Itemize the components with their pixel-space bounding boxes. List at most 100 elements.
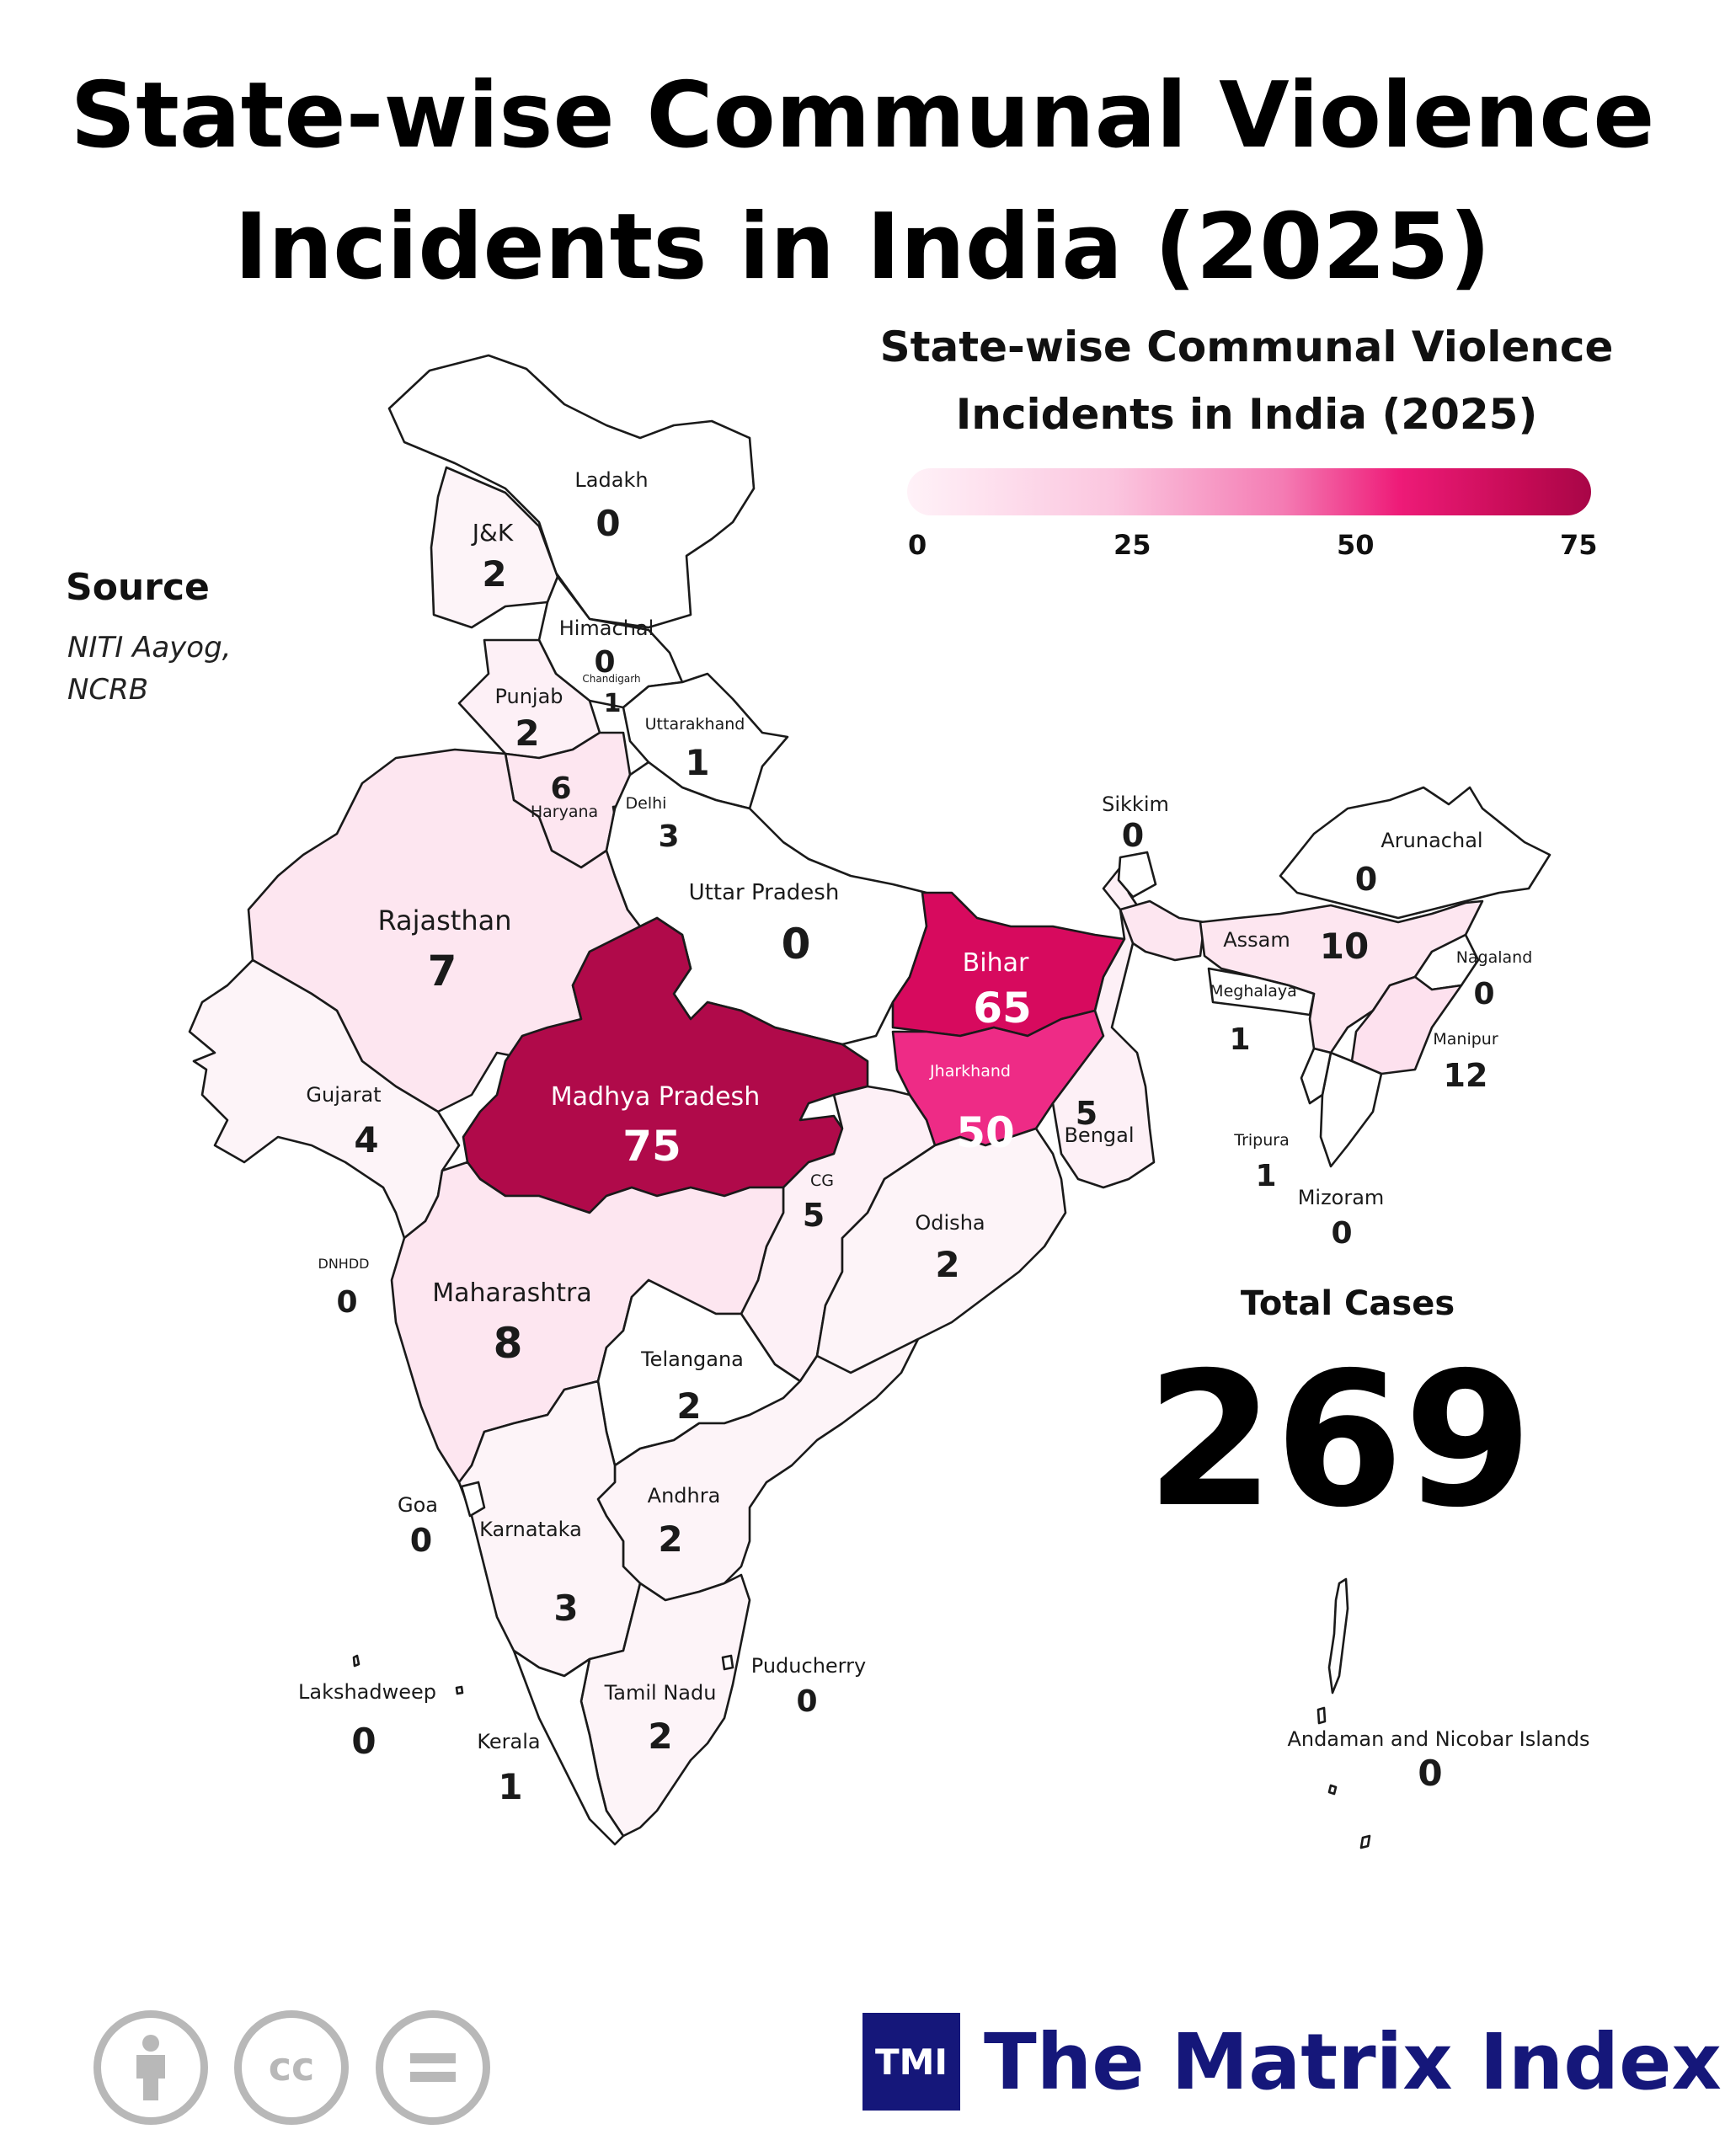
label-punjab: Punjab [494,685,563,708]
value-telangana: 2 [676,1385,701,1427]
total-cases-label: Total Cases [1240,1284,1455,1323]
legend-color-scale [907,468,1591,515]
value-himachal: 0 [594,645,615,680]
label-rajasthan: Rajasthan [377,905,511,937]
value-uttar-pradesh: 0 [782,920,811,969]
label-cg: CG [810,1171,834,1190]
label-kerala: Kerala [477,1730,540,1753]
label-manipur: Manipur [1433,1030,1498,1049]
ne-corridor [1119,899,1206,962]
state-jk[interactable] [430,466,559,629]
state-meghalaya[interactable] [1207,967,1316,1017]
label-lakshadweep: Lakshadweep [298,1680,436,1704]
label-himachal: Himachal [559,616,654,640]
source-line: NCRB [67,673,149,707]
brand-logo: TMI [862,2013,960,2111]
source-text: NITI Aayog, NCRB [67,627,231,711]
label-delhi: Delhi [626,794,667,813]
state-sikkim[interactable] [1117,851,1157,899]
value-maharashtra: 8 [494,1319,523,1368]
value-assam: 10 [1320,926,1369,967]
label-puducherry: Puducherry [751,1654,866,1678]
source-line: NITI Aayog, [67,631,232,664]
state-gujarat[interactable] [188,958,461,1240]
state-kerala[interactable] [512,1649,625,1846]
value-madhya-pradesh: 75 [622,1122,681,1171]
value-dnhdd: 0 [336,1285,357,1320]
label-uttarakhand: Uttarakhand [645,715,745,734]
label-andhra: Andhra [648,1484,721,1508]
label-telangana: Telangana [640,1348,744,1371]
state-rajasthan[interactable] [247,748,642,1113]
value-arunachal: 0 [1355,861,1377,898]
label-maharashtra: Maharashtra [432,1278,592,1308]
value-jharkhand: 50 [956,1108,1015,1157]
label-goa: Goa [398,1493,438,1517]
label-bihar: Bihar [963,948,1029,978]
label-bengal: Bengal [1064,1123,1134,1147]
label-nagaland: Nagaland [1456,948,1533,967]
label-ladakh: Ladakh [574,468,648,492]
state-manipur[interactable] [1350,975,1463,1075]
state-odisha[interactable] [815,1127,1067,1374]
value-punjab: 2 [515,712,539,754]
label-gujarat: Gujarat [306,1083,381,1107]
label-andaman: Andaman and Nicobar Islands [1287,1727,1589,1751]
value-lakshadweep: 0 [351,1721,376,1762]
no-derivatives-icon [376,2010,490,2125]
legend-tick-50: 50 [1337,529,1375,561]
value-goa: 0 [410,1522,432,1559]
svg-text:cc: cc [269,2044,315,2089]
value-manipur: 12 [1444,1057,1488,1094]
label-mizoram: Mizoram [1298,1186,1385,1209]
main-title: State-wise Communal Violence Incidents i… [70,63,1655,300]
label-arunachal: Arunachal [1381,829,1482,852]
label-tripura: Tripura [1233,1131,1289,1150]
value-uttarakhand: 1 [685,742,709,783]
total-cases-value: 269 [1146,1332,1533,1548]
legend-tick-75: 75 [1560,529,1598,561]
state-goa[interactable] [460,1481,486,1518]
creative-commons-icon: cc [234,2010,349,2125]
andaman-islands[interactable] [1316,1577,1371,1849]
legend-tick-0: 0 [908,529,927,561]
state-puducherry[interactable] [721,1654,734,1671]
value-haryana: 6 [550,771,571,806]
value-rajasthan: 7 [428,947,457,995]
label-haryana: Haryana [531,803,598,821]
value-karnataka: 3 [553,1588,578,1629]
label-jharkhand: Jharkhand [929,1062,1011,1081]
value-meghalaya: 1 [1229,1022,1250,1057]
label-tamil-nadu: Tamil Nadu [604,1681,717,1705]
value-cg: 5 [803,1197,825,1234]
state-tripura[interactable] [1300,1047,1332,1105]
value-sikkim: 0 [1122,817,1144,854]
label-karnataka: Karnataka [479,1518,582,1541]
label-jk: J&K [471,519,514,547]
value-chandigarh: 1 [604,689,622,718]
brand-name: The Matrix Index [984,2017,1722,2107]
value-nagaland: 0 [1473,977,1494,1011]
label-chandigarh: Chandigarh [582,673,640,685]
value-tamil-nadu: 2 [648,1716,672,1757]
state-bengal[interactable] [1051,866,1156,1189]
value-puducherry: 0 [796,1684,817,1719]
legend-tick-25: 25 [1114,529,1151,561]
value-ladakh: 0 [595,503,620,544]
state-mizoram[interactable] [1319,1051,1383,1168]
label-assam: Assam [1223,928,1290,952]
state-arunachal[interactable] [1279,786,1551,920]
state-karnataka[interactable] [457,1380,642,1678]
label-uttar-pradesh: Uttar Pradesh [689,880,840,905]
label-dnhdd: DNHDD [318,1256,370,1272]
value-kerala: 1 [498,1766,522,1807]
value-andaman: 0 [1418,1753,1442,1794]
value-andhra: 2 [658,1518,682,1560]
state-ladakh[interactable] [387,354,756,629]
label-madhya-pradesh: Madhya Pradesh [551,1082,760,1112]
label-odisha: Odisha [915,1211,985,1235]
value-gujarat: 4 [354,1119,378,1161]
value-odisha: 2 [935,1244,959,1285]
value-tripura: 1 [1255,1159,1276,1193]
